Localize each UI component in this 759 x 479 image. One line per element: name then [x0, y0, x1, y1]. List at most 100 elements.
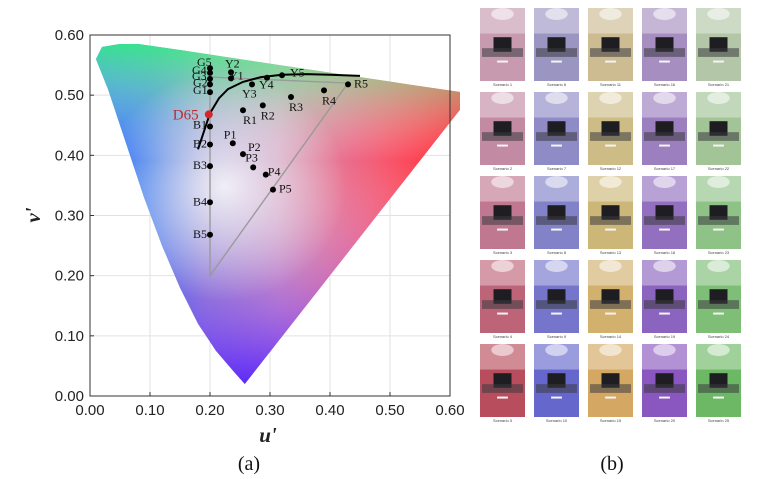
- scene-table-mark: [713, 396, 724, 399]
- scene-furniture: [536, 48, 577, 57]
- white-point-marker: [204, 110, 213, 119]
- scene-furniture: [482, 300, 523, 309]
- scenario-point-p4: [262, 171, 269, 178]
- scenario-point-y5: [279, 72, 285, 79]
- scene-table-mark: [497, 312, 508, 315]
- scene-furniture: [644, 216, 685, 225]
- scenario-label-b1: B1: [193, 117, 207, 131]
- scene-table-mark: [605, 60, 616, 63]
- scene-furniture: [482, 384, 523, 393]
- scene-caption: Scenario 19: [654, 334, 676, 339]
- scenario-label-r1: R1: [243, 113, 257, 127]
- scene-light-glow: [599, 92, 622, 104]
- scene-furniture: [590, 384, 631, 393]
- scene-light-glow: [491, 260, 514, 272]
- scenario-point-b3: [207, 163, 213, 170]
- scenario-point-b2: [207, 141, 213, 148]
- scene-furniture: [698, 216, 739, 225]
- scene-caption: Scenario 22: [708, 166, 730, 171]
- scene-furniture: [482, 48, 523, 57]
- scene-light-glow: [653, 176, 676, 188]
- scene-caption: Scenario 24: [708, 334, 730, 339]
- scene-furniture: [698, 48, 739, 57]
- scenario-point-y4: [264, 74, 270, 81]
- scenario-label-r4: R4: [322, 93, 336, 107]
- x-axis-label: u': [259, 423, 277, 447]
- scene-furniture: [644, 384, 685, 393]
- scenario-label-b3: B3: [193, 158, 207, 172]
- scenario-point-p3: [250, 164, 257, 171]
- x-tick-label: 0.30: [255, 402, 284, 419]
- scene-caption: Scenario 11: [600, 82, 622, 87]
- scene-furniture: [482, 216, 523, 225]
- white-point-label: D65: [173, 107, 199, 123]
- scene-light-glow: [491, 344, 514, 356]
- x-tick-label: 0.10: [135, 402, 164, 419]
- scene-photo: Scenario 5: [480, 344, 525, 423]
- scenario-label-p5: P5: [279, 182, 292, 196]
- scene-caption: Scenario 9: [547, 334, 567, 339]
- scene-furniture: [644, 48, 685, 57]
- scene-table-mark: [713, 312, 724, 315]
- scene-caption: Scenario 21: [708, 82, 730, 87]
- scene-table-mark: [659, 60, 670, 63]
- scene-photo: Scenario 6: [534, 8, 579, 87]
- scene-table-mark: [659, 228, 670, 231]
- scene-caption: Scenario 23: [708, 250, 730, 255]
- scene-light-glow: [491, 176, 514, 188]
- scenario-point-r5: [345, 81, 351, 88]
- scene-photo: Scenario 2: [480, 92, 525, 171]
- scene-table-mark: [497, 228, 508, 231]
- gamut-triangle: [209, 76, 350, 278]
- scenario-label-p3: P3: [245, 150, 258, 164]
- scene-caption: Scenario 5: [493, 418, 513, 423]
- scene-light-glow: [545, 344, 568, 356]
- scene-photo: Scenario 20: [642, 344, 687, 423]
- scene-photo: Scenario 8: [534, 176, 579, 255]
- scene-caption: Scenario 12: [600, 166, 622, 171]
- scene-table-mark: [605, 396, 616, 399]
- scenario-label-y3: Y3: [242, 86, 257, 100]
- scene-caption: Scenario 25: [708, 418, 730, 423]
- scene-furniture: [698, 384, 739, 393]
- scene-photo: Scenario 13: [588, 176, 633, 255]
- scenario-label-r3: R3: [289, 100, 303, 114]
- scenario-label-r2: R2: [261, 108, 275, 122]
- scenario-label-p2: P2: [248, 140, 261, 154]
- scene-photo: Scenario 18: [642, 176, 687, 255]
- scene-table-mark: [551, 144, 562, 147]
- scene-table-mark: [551, 60, 562, 63]
- scenario-label-b2: B2: [193, 137, 207, 151]
- y-tick-label: 0.40: [55, 147, 84, 164]
- scene-photo: Scenario 10: [534, 344, 579, 423]
- scenario-point-y2: [228, 69, 234, 76]
- y-tick-label: 0.50: [55, 87, 84, 104]
- scenario-point-r1: [240, 107, 246, 114]
- scene-photo: Scenario 9: [534, 260, 579, 339]
- scene-caption: Scenario 13: [600, 250, 622, 255]
- scene-light-glow: [491, 8, 514, 20]
- y-axis-label: v': [21, 207, 45, 222]
- scene-furniture: [590, 132, 631, 141]
- scene-table-mark: [659, 312, 670, 315]
- scenario-point-r4: [321, 87, 327, 94]
- scene-table-mark: [551, 228, 562, 231]
- scenario-label-y5: Y5: [290, 65, 305, 79]
- scene-furniture: [644, 300, 685, 309]
- scene-caption: Scenario 7: [547, 166, 567, 171]
- x-tick-label: 0.50: [375, 402, 404, 419]
- scene-light-glow: [599, 176, 622, 188]
- scene-light-glow: [707, 344, 730, 356]
- scene-light-glow: [707, 176, 730, 188]
- scene-photo: Scenario 25: [696, 344, 741, 423]
- scene-table-mark: [659, 144, 670, 147]
- scene-caption: Scenario 4: [493, 334, 513, 339]
- scenario-label-g1: G1: [193, 83, 208, 97]
- scene-photo: Scenario 15: [588, 344, 633, 423]
- scene-light-glow: [545, 260, 568, 272]
- scene-light-glow: [599, 260, 622, 272]
- scene-photo: Scenario 7: [534, 92, 579, 171]
- scene-light-glow: [599, 8, 622, 20]
